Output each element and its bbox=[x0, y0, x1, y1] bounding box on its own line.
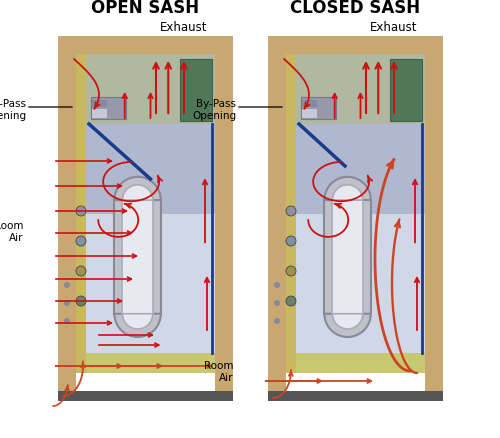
Bar bbox=[92, 101, 107, 108]
Bar bbox=[92, 110, 107, 119]
Bar bbox=[296, 214, 425, 373]
Bar bbox=[180, 60, 212, 122]
Bar bbox=[86, 353, 215, 373]
Text: Room
Air: Room Air bbox=[204, 360, 233, 382]
Bar bbox=[58, 37, 233, 55]
Circle shape bbox=[286, 207, 296, 216]
Bar bbox=[86, 55, 215, 125]
Text: CLOSED SASH: CLOSED SASH bbox=[290, 0, 420, 17]
Circle shape bbox=[76, 297, 86, 306]
Text: Exhaust: Exhaust bbox=[160, 21, 208, 34]
Bar bbox=[58, 37, 76, 401]
Bar bbox=[86, 214, 215, 373]
Bar bbox=[122, 201, 153, 314]
Bar bbox=[86, 125, 215, 214]
Circle shape bbox=[274, 283, 280, 288]
Bar bbox=[425, 37, 443, 401]
Bar bbox=[332, 201, 363, 314]
Bar bbox=[215, 37, 233, 401]
Wedge shape bbox=[122, 185, 153, 201]
Circle shape bbox=[286, 266, 296, 276]
Wedge shape bbox=[114, 314, 161, 337]
Text: Room
Air: Room Air bbox=[0, 220, 23, 243]
Wedge shape bbox=[332, 314, 363, 329]
Bar bbox=[324, 201, 371, 314]
Text: By-Pass
Opening: By-Pass Opening bbox=[0, 99, 26, 121]
Circle shape bbox=[64, 318, 70, 324]
Circle shape bbox=[64, 300, 70, 306]
Circle shape bbox=[286, 237, 296, 247]
Bar bbox=[268, 37, 286, 401]
Circle shape bbox=[274, 318, 280, 324]
Circle shape bbox=[76, 237, 86, 247]
Bar bbox=[268, 391, 443, 401]
Bar bbox=[302, 101, 317, 108]
Bar bbox=[286, 55, 296, 373]
Text: By-Pass
Opening: By-Pass Opening bbox=[192, 99, 236, 121]
Bar bbox=[76, 55, 86, 373]
Circle shape bbox=[274, 300, 280, 306]
Text: Exhaust: Exhaust bbox=[370, 21, 418, 34]
Bar bbox=[390, 60, 422, 122]
Bar bbox=[296, 55, 425, 125]
Bar bbox=[58, 391, 233, 401]
Bar bbox=[86, 55, 215, 125]
Bar bbox=[296, 353, 425, 373]
Bar bbox=[301, 98, 336, 120]
Bar bbox=[114, 201, 161, 314]
Circle shape bbox=[76, 207, 86, 216]
Circle shape bbox=[76, 266, 86, 276]
Bar bbox=[91, 98, 126, 120]
Wedge shape bbox=[122, 314, 153, 329]
Bar bbox=[296, 125, 425, 214]
Wedge shape bbox=[114, 177, 161, 201]
Wedge shape bbox=[324, 177, 371, 201]
Bar bbox=[268, 37, 443, 55]
Bar bbox=[302, 110, 317, 119]
Wedge shape bbox=[332, 185, 363, 201]
Circle shape bbox=[64, 283, 70, 288]
Bar bbox=[296, 55, 425, 125]
Wedge shape bbox=[324, 314, 371, 337]
Circle shape bbox=[286, 297, 296, 306]
Text: OPEN SASH: OPEN SASH bbox=[92, 0, 200, 17]
